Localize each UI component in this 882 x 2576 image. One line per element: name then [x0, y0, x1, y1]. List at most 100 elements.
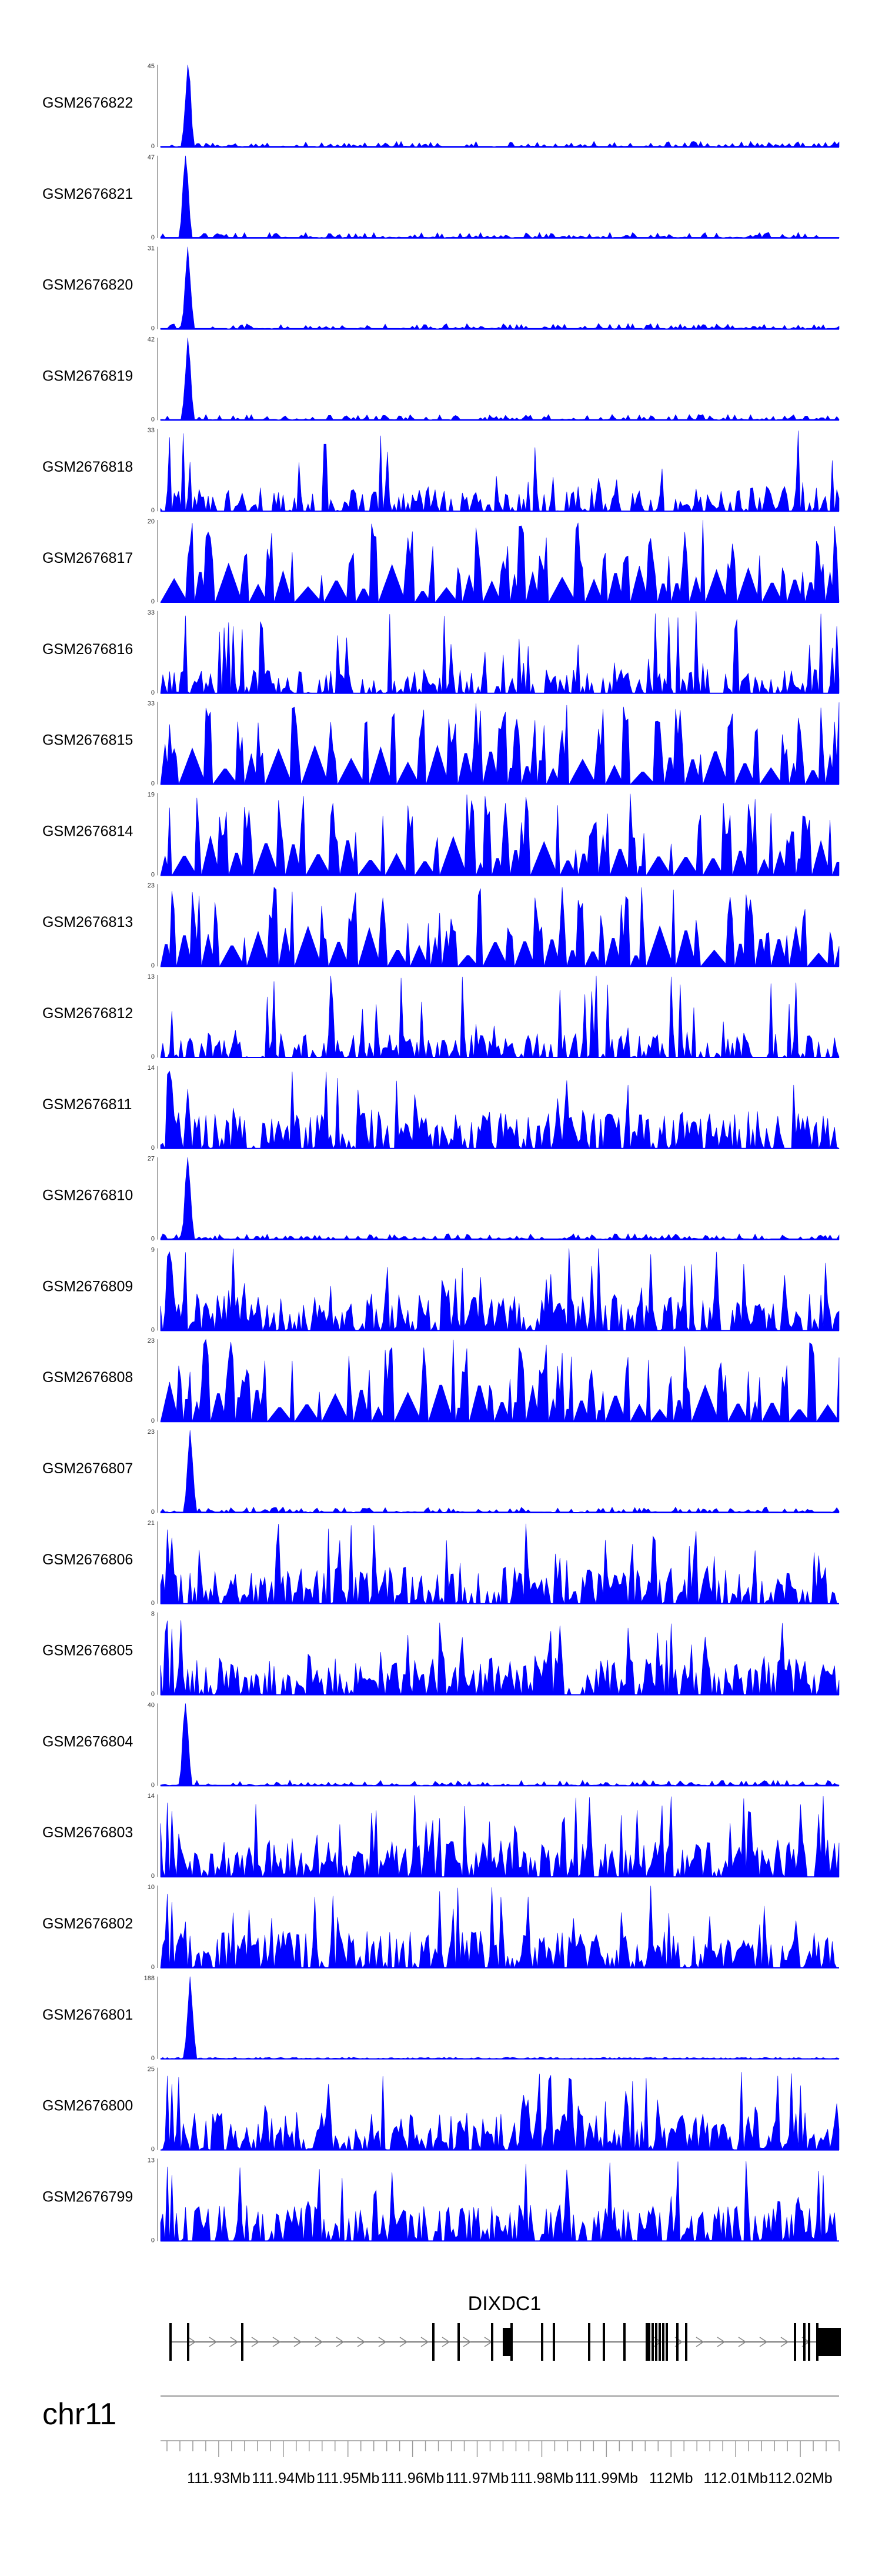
track-label: GSM2676817 [42, 550, 133, 566]
track-label: GSM2676811 [42, 1096, 132, 1113]
y-max-label: 14 [148, 1065, 155, 1072]
track-GSM2676805: GSM2676805 8 0 [42, 1611, 840, 1698]
track-label: GSM2676799 [42, 2188, 133, 2205]
gene-exon [655, 2323, 657, 2361]
gene-exon [666, 2323, 668, 2361]
track-label: GSM2676822 [42, 95, 133, 111]
y-min-label: 0 [151, 689, 155, 696]
signal-area [160, 1523, 840, 1604]
y-max-label: 13 [148, 973, 155, 980]
gene-exon [803, 2323, 806, 2361]
y-min-label: 0 [151, 1144, 155, 1152]
gene-exon [676, 2323, 679, 2361]
gene-exon [432, 2323, 435, 2361]
signal-area [160, 1795, 840, 1878]
strand-arrow [230, 2337, 239, 2347]
track-GSM2676802: GSM2676802 10 0 [42, 1884, 839, 1971]
y-max-label: 33 [148, 427, 155, 434]
gene-exon [603, 2323, 605, 2361]
y-min-label: 0 [151, 2146, 155, 2153]
track-GSM2676801: GSM2676801 188 0 [42, 1975, 840, 2062]
track-label: GSM2676813 [42, 914, 133, 930]
signal-area [160, 1157, 840, 1240]
track-label: GSM2676805 [42, 1643, 133, 1659]
signal-area [160, 520, 840, 603]
y-max-label: 19 [148, 791, 155, 798]
track-GSM2676808: GSM2676808 23 0 [42, 1337, 840, 1424]
signal-area [160, 2072, 840, 2151]
y-max-label: 188 [144, 1975, 155, 1982]
gene-exon [553, 2323, 555, 2361]
track-GSM2676822: GSM2676822 45 0 [42, 63, 840, 150]
y-min-label: 0 [151, 1417, 155, 1424]
gene-utr-block [817, 2328, 841, 2356]
strand-arrow [378, 2337, 387, 2347]
signal-area [160, 431, 840, 512]
y-max-label: 8 [151, 1611, 155, 1618]
signal-area [160, 1886, 839, 1968]
track-GSM2676807: GSM2676807 23 0 [42, 1429, 840, 1516]
track-GSM2676803: GSM2676803 14 0 [42, 1793, 840, 1880]
track-label: GSM2676812 [42, 1005, 133, 1022]
y-min-label: 0 [151, 598, 155, 605]
x-tick-label: 111.97Mb [446, 2470, 509, 2487]
track-GSM2676811: GSM2676811 14 0 [42, 1065, 840, 1152]
gene-exon [187, 2323, 189, 2361]
signal-area [160, 1620, 840, 1696]
y-max-label: 23 [148, 1429, 155, 1436]
strand-arrow [209, 2337, 218, 2347]
strand-arrow [357, 2337, 366, 2347]
signal-area [160, 886, 840, 967]
track-GSM2676800: GSM2676800 25 0 [42, 2066, 840, 2153]
track-GSM2676814: GSM2676814 19 0 [42, 791, 840, 878]
strand-arrow [251, 2337, 260, 2347]
track-GSM2676819: GSM2676819 42 0 [42, 336, 840, 423]
signal-area [160, 246, 840, 329]
strand-arrow [420, 2337, 429, 2347]
gene-exon [169, 2323, 172, 2361]
signal-area [160, 64, 840, 148]
x-tick-label: 111.95Mb [316, 2470, 379, 2487]
y-max-label: 31 [148, 245, 155, 252]
y-min-label: 0 [151, 325, 155, 332]
track-GSM2676818: GSM2676818 33 0 [42, 427, 840, 514]
y-min-label: 0 [151, 2237, 155, 2244]
signal-area [160, 1430, 840, 1513]
gene-exon [648, 2323, 650, 2361]
track-label: GSM2676818 [42, 459, 133, 475]
strand-arrow [463, 2337, 472, 2347]
track-GSM2676820: GSM2676820 31 0 [42, 245, 840, 332]
y-max-label: 33 [148, 700, 155, 708]
gene-exon [662, 2323, 664, 2361]
y-max-label: 27 [148, 1156, 155, 1163]
gene-exon [652, 2323, 654, 2361]
track-label: GSM2676816 [42, 641, 133, 658]
track-GSM2676817: GSM2676817 20 0 [42, 518, 840, 605]
strand-arrow [336, 2337, 345, 2347]
strand-arrow [738, 2337, 747, 2347]
y-max-label: 23 [148, 882, 155, 889]
track-label: GSM2676819 [42, 368, 133, 384]
y-min-label: 0 [151, 780, 155, 788]
y-max-label: 25 [148, 2066, 155, 2073]
strand-arrow [780, 2337, 789, 2347]
y-max-label: 33 [148, 609, 155, 616]
signal-tracks: GSM2676822450GSM2676821470GSM2676820310G… [42, 63, 840, 2244]
track-GSM2676799: GSM2676799 13 0 [42, 2157, 839, 2244]
y-max-label: 23 [148, 1337, 155, 1344]
track-GSM2676821: GSM2676821 47 0 [42, 154, 840, 241]
track-label: GSM2676815 [42, 732, 133, 749]
y-max-label: 14 [148, 1793, 155, 1800]
strand-arrow [272, 2337, 281, 2347]
y-min-label: 0 [151, 1691, 155, 1698]
y-min-label: 0 [151, 1236, 155, 1243]
signal-area [160, 976, 840, 1059]
track-GSM2676815: GSM2676815 33 0 [42, 700, 840, 788]
signal-area [160, 155, 840, 239]
strand-arrow [315, 2337, 323, 2347]
y-min-label: 0 [151, 1326, 155, 1333]
signal-area [160, 1976, 840, 2060]
gene-exon [659, 2323, 661, 2361]
x-tick-label: 111.93Mb [187, 2470, 250, 2487]
signal-area [160, 702, 840, 785]
